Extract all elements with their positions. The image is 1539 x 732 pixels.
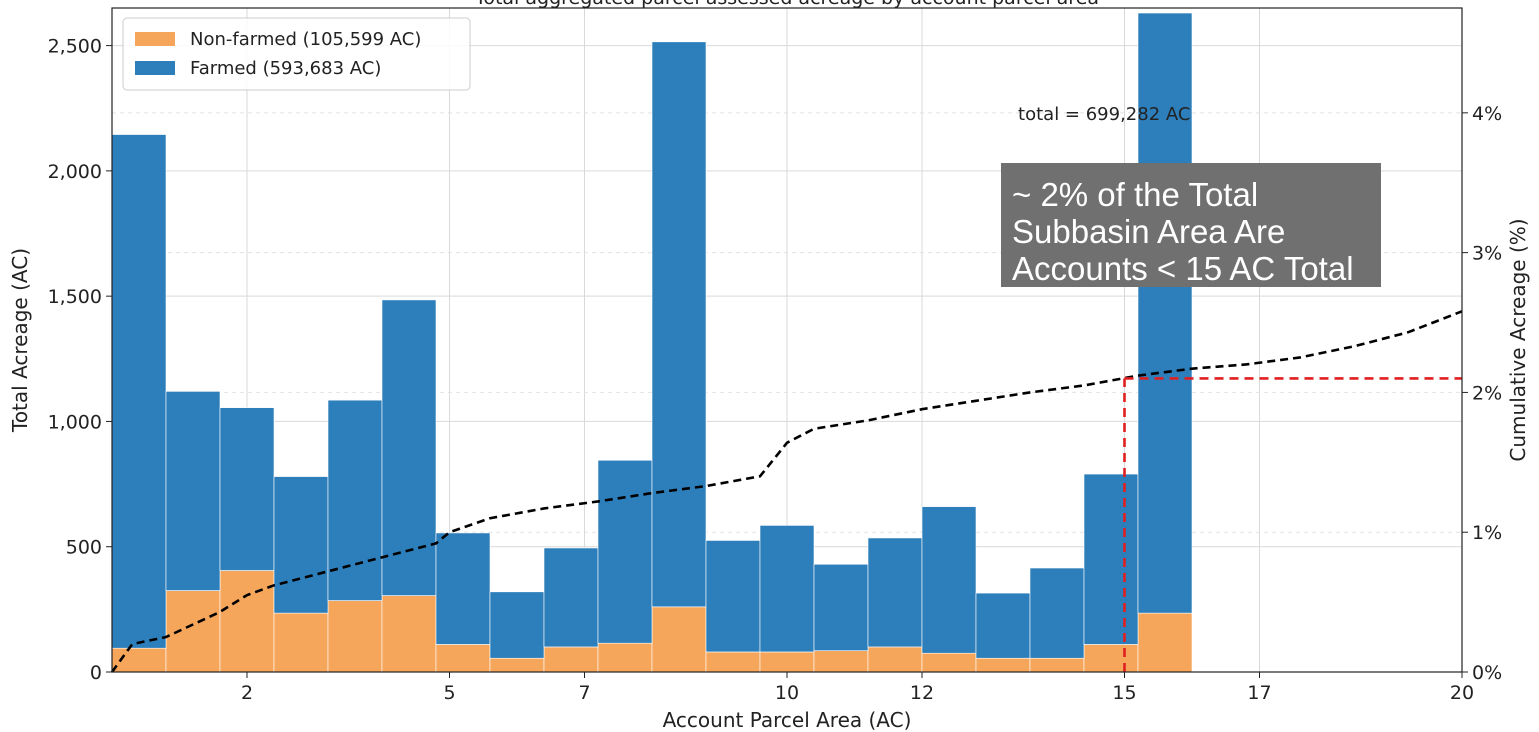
- bar-non-farmed: [1137, 612, 1193, 673]
- y-tick-label: 2,500: [48, 36, 102, 58]
- callout-line: Accounts < 15 AC Total: [1012, 250, 1354, 287]
- y-tick-label: 1,500: [48, 286, 102, 308]
- bar-non-farmed: [597, 642, 653, 673]
- bar-non-farmed: [381, 595, 437, 673]
- x-tick-label: 15: [1112, 682, 1136, 704]
- y-tick-label: 2,000: [48, 161, 102, 183]
- bars: [111, 12, 1193, 673]
- y2-tick-label: 4%: [1472, 103, 1502, 125]
- bar-non-farmed: [489, 657, 545, 673]
- bar-non-farmed: [705, 651, 761, 673]
- bar-non-farmed: [975, 657, 1031, 673]
- legend-box: [122, 17, 471, 91]
- bar-farmed: [111, 134, 167, 649]
- x-tick-label: 17: [1247, 682, 1271, 704]
- bar-farmed: [165, 391, 221, 591]
- bar-farmed: [867, 537, 923, 648]
- cumulative-line-path: [110, 310, 1463, 673]
- bar-non-farmed: [543, 646, 599, 673]
- y-tick-label: 0: [90, 662, 102, 684]
- bar-non-farmed: [435, 644, 491, 673]
- callout-line: Subbasin Area Are: [1012, 213, 1285, 250]
- bar-farmed: [381, 299, 437, 596]
- bar-farmed: [435, 532, 491, 645]
- y-tick-label: 1,000: [48, 411, 102, 433]
- bar-farmed: [1029, 567, 1085, 659]
- reference-lines: [1123, 377, 1462, 672]
- y2-tick-label: 3%: [1472, 243, 1502, 265]
- x-axis-ticks: 2 5 7 10 12 15 17 20: [241, 672, 1474, 704]
- total-annotation: total = 699,282 AC: [1018, 104, 1190, 125]
- bar-non-farmed: [867, 646, 923, 673]
- bar-non-farmed: [219, 570, 275, 673]
- bar-non-farmed: [759, 651, 815, 673]
- bar-non-farmed: [813, 650, 869, 673]
- bar-non-farmed: [165, 590, 221, 673]
- bar-farmed: [489, 591, 545, 659]
- x-tick-label: 20: [1450, 682, 1474, 704]
- bar-farmed: [273, 476, 329, 614]
- bar-non-farmed: [921, 652, 977, 673]
- bar-farmed: [1137, 12, 1193, 614]
- callout-line: ~ 2% of the Total: [1012, 176, 1258, 213]
- bar-farmed: [921, 506, 977, 654]
- bar-farmed: [543, 547, 599, 648]
- x-tick-label: 7: [578, 682, 590, 704]
- y-axis-label: Total Acreage (AC): [8, 248, 32, 433]
- bar-farmed: [651, 41, 707, 608]
- x-axis-label: Account Parcel Area (AC): [663, 708, 912, 732]
- bar-non-farmed: [273, 612, 329, 673]
- x-tick-label: 12: [910, 682, 934, 704]
- callout-background: [1001, 163, 1381, 287]
- y-tick-label: 500: [66, 537, 102, 559]
- legend-label: Farmed (593,683 AC): [190, 58, 381, 79]
- y2-axis-label: Cumulative Acreage (%): [1506, 218, 1530, 461]
- bar-farmed: [705, 540, 761, 653]
- bar-farmed: [1083, 473, 1139, 645]
- bar-farmed: [759, 525, 815, 653]
- x-tick-label: 10: [775, 682, 799, 704]
- bar-non-farmed: [651, 606, 707, 673]
- y2-tick-label: 1%: [1472, 522, 1502, 544]
- legend-label: Non-farmed (105,599 AC): [190, 29, 421, 50]
- legend-swatch: [135, 61, 175, 75]
- x-tick-label: 5: [443, 682, 455, 704]
- bar-farmed: [813, 563, 869, 652]
- x-tick-label: 2: [241, 682, 253, 704]
- y2-tick-label: 2%: [1472, 382, 1502, 404]
- bar-non-farmed: [327, 600, 383, 673]
- y2-axis-ticks: 0% 1% 2% 3% 4%: [1462, 103, 1502, 684]
- legend-swatch: [135, 32, 175, 46]
- y-axis-ticks: 0 500 1,000 1,500 2,000 2,500: [48, 36, 112, 684]
- cumulative-line: [110, 310, 1463, 673]
- legend: Non-farmed (105,599 AC) Farmed (593,683 A…: [122, 17, 471, 91]
- y2-tick-label: 0%: [1472, 662, 1502, 684]
- bar-non-farmed: [1083, 644, 1139, 673]
- bar-farmed: [219, 407, 275, 571]
- bar-farmed: [327, 399, 383, 601]
- bar-non-farmed: [1029, 657, 1085, 673]
- bar-farmed: [597, 459, 653, 644]
- chart-title: Total aggregated parcel assessed acreage…: [474, 0, 1099, 9]
- bar-farmed: [975, 592, 1031, 659]
